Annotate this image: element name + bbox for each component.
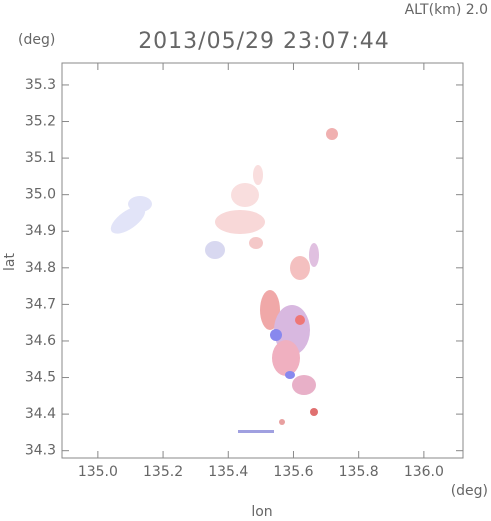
echo-region — [253, 165, 263, 185]
x-tick-label: 135.8 — [339, 464, 379, 480]
y-tick-label: 35.3 — [25, 77, 56, 93]
echo-region — [110, 206, 146, 234]
echo-region — [309, 243, 319, 267]
y-tick-label: 35.2 — [25, 114, 56, 130]
echo-region — [231, 183, 259, 207]
chart-title: 2013/05/29 23:07:44 — [138, 29, 390, 54]
echo-region — [260, 290, 280, 330]
altitude-label: ALT(km) 2.0 — [405, 2, 488, 18]
y-tick-label: 34.6 — [25, 333, 56, 349]
y-tick-label: 34.9 — [25, 223, 56, 239]
x-tick-label: 135.4 — [208, 464, 248, 480]
echo-region — [292, 375, 316, 395]
y-tick-label: 34.3 — [25, 443, 56, 459]
echo-region — [326, 128, 338, 140]
x-tick-label: 135.0 — [78, 464, 118, 480]
echo-region — [295, 315, 305, 325]
x-unit: (deg) — [451, 483, 488, 499]
y-tick-label: 35.0 — [25, 187, 56, 203]
y-tick-label: 34.4 — [25, 406, 56, 422]
echo-region — [128, 196, 152, 212]
echo-region — [279, 419, 285, 425]
echo-region — [215, 210, 265, 234]
x-tick-label: 135.6 — [273, 464, 313, 480]
x-tick-label: 135.2 — [143, 464, 183, 480]
plot-frame — [61, 62, 464, 459]
x-tick-label: 136.0 — [404, 464, 444, 480]
x-axis-title: lon — [251, 504, 272, 520]
y-axis-title: lat — [2, 253, 18, 271]
echo-region — [270, 329, 282, 341]
y-tick-label: 34.8 — [25, 260, 56, 276]
echo-field — [110, 128, 338, 433]
y-tick-label: 34.7 — [25, 296, 56, 312]
echo-region — [272, 340, 300, 376]
echo-region — [249, 237, 263, 249]
echo-region — [285, 371, 295, 379]
y-tick-label: 34.5 — [25, 370, 56, 386]
echo-region — [310, 408, 318, 416]
echo-region — [290, 256, 310, 280]
echo-region — [205, 241, 225, 259]
y-tick-label: 35.1 — [25, 150, 56, 166]
echo-region — [238, 430, 274, 433]
y-unit: (deg) — [18, 32, 55, 48]
